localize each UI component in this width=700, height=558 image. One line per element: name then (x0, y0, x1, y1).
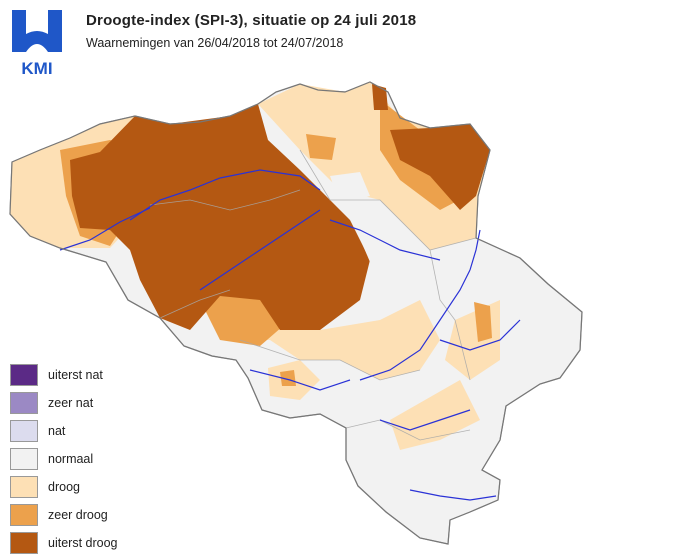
legend-swatch (10, 504, 38, 526)
zone-uiterst-droog-northeast (390, 124, 490, 210)
legend-swatch (10, 364, 38, 386)
river-ourthe (439, 319, 521, 351)
river-maas (359, 269, 471, 381)
legend-swatch (10, 420, 38, 442)
country-border (9, 81, 583, 545)
kmi-logo-emblem (12, 10, 62, 52)
zone-normaal-north (330, 172, 370, 204)
zone-zeer-droog-north-patch (306, 134, 336, 160)
zone-zeer-droog-sw-patch (280, 370, 296, 386)
river-semois (379, 409, 471, 431)
map-subtitle: Waarnemingen van 26/04/2018 tot 24/07/20… (86, 36, 344, 50)
river-canal (329, 219, 441, 261)
zone-droog-south (390, 380, 480, 450)
legend-label: uiterst nat (48, 368, 103, 382)
kmi-logo-text: KMI (21, 59, 52, 78)
legend-swatch (10, 392, 38, 414)
province-borders (149, 149, 477, 441)
river-leie (59, 207, 151, 251)
legend-label: normaal (48, 452, 94, 466)
zone-uiterst-droog-north-patch (372, 84, 388, 110)
river-schelde (129, 169, 321, 221)
zone-zeer-droog-east (474, 302, 492, 342)
river-maas-north (469, 229, 481, 271)
river-samber (249, 369, 351, 391)
map-title: Droogte-index (SPI-3), situatie op 24 ju… (86, 12, 417, 29)
legend-swatch (10, 532, 38, 554)
zone-uiterst-droog-west (70, 104, 370, 330)
river-south (409, 489, 497, 501)
legend-swatch (10, 476, 38, 498)
legend-label: zeer nat (48, 396, 94, 410)
legend-label: uiterst droog (48, 536, 118, 550)
kmi-logo: KMI (12, 10, 62, 78)
river-dender (199, 209, 321, 291)
drought-map (9, 81, 583, 545)
legend-swatch (10, 448, 38, 470)
zone-normaal-brussels (346, 200, 420, 270)
rivers (59, 169, 521, 501)
legend-label: zeer droog (48, 508, 108, 522)
legend-label: droog (48, 480, 80, 494)
zone-droog-north (258, 82, 490, 250)
legend-label: nat (48, 424, 66, 438)
